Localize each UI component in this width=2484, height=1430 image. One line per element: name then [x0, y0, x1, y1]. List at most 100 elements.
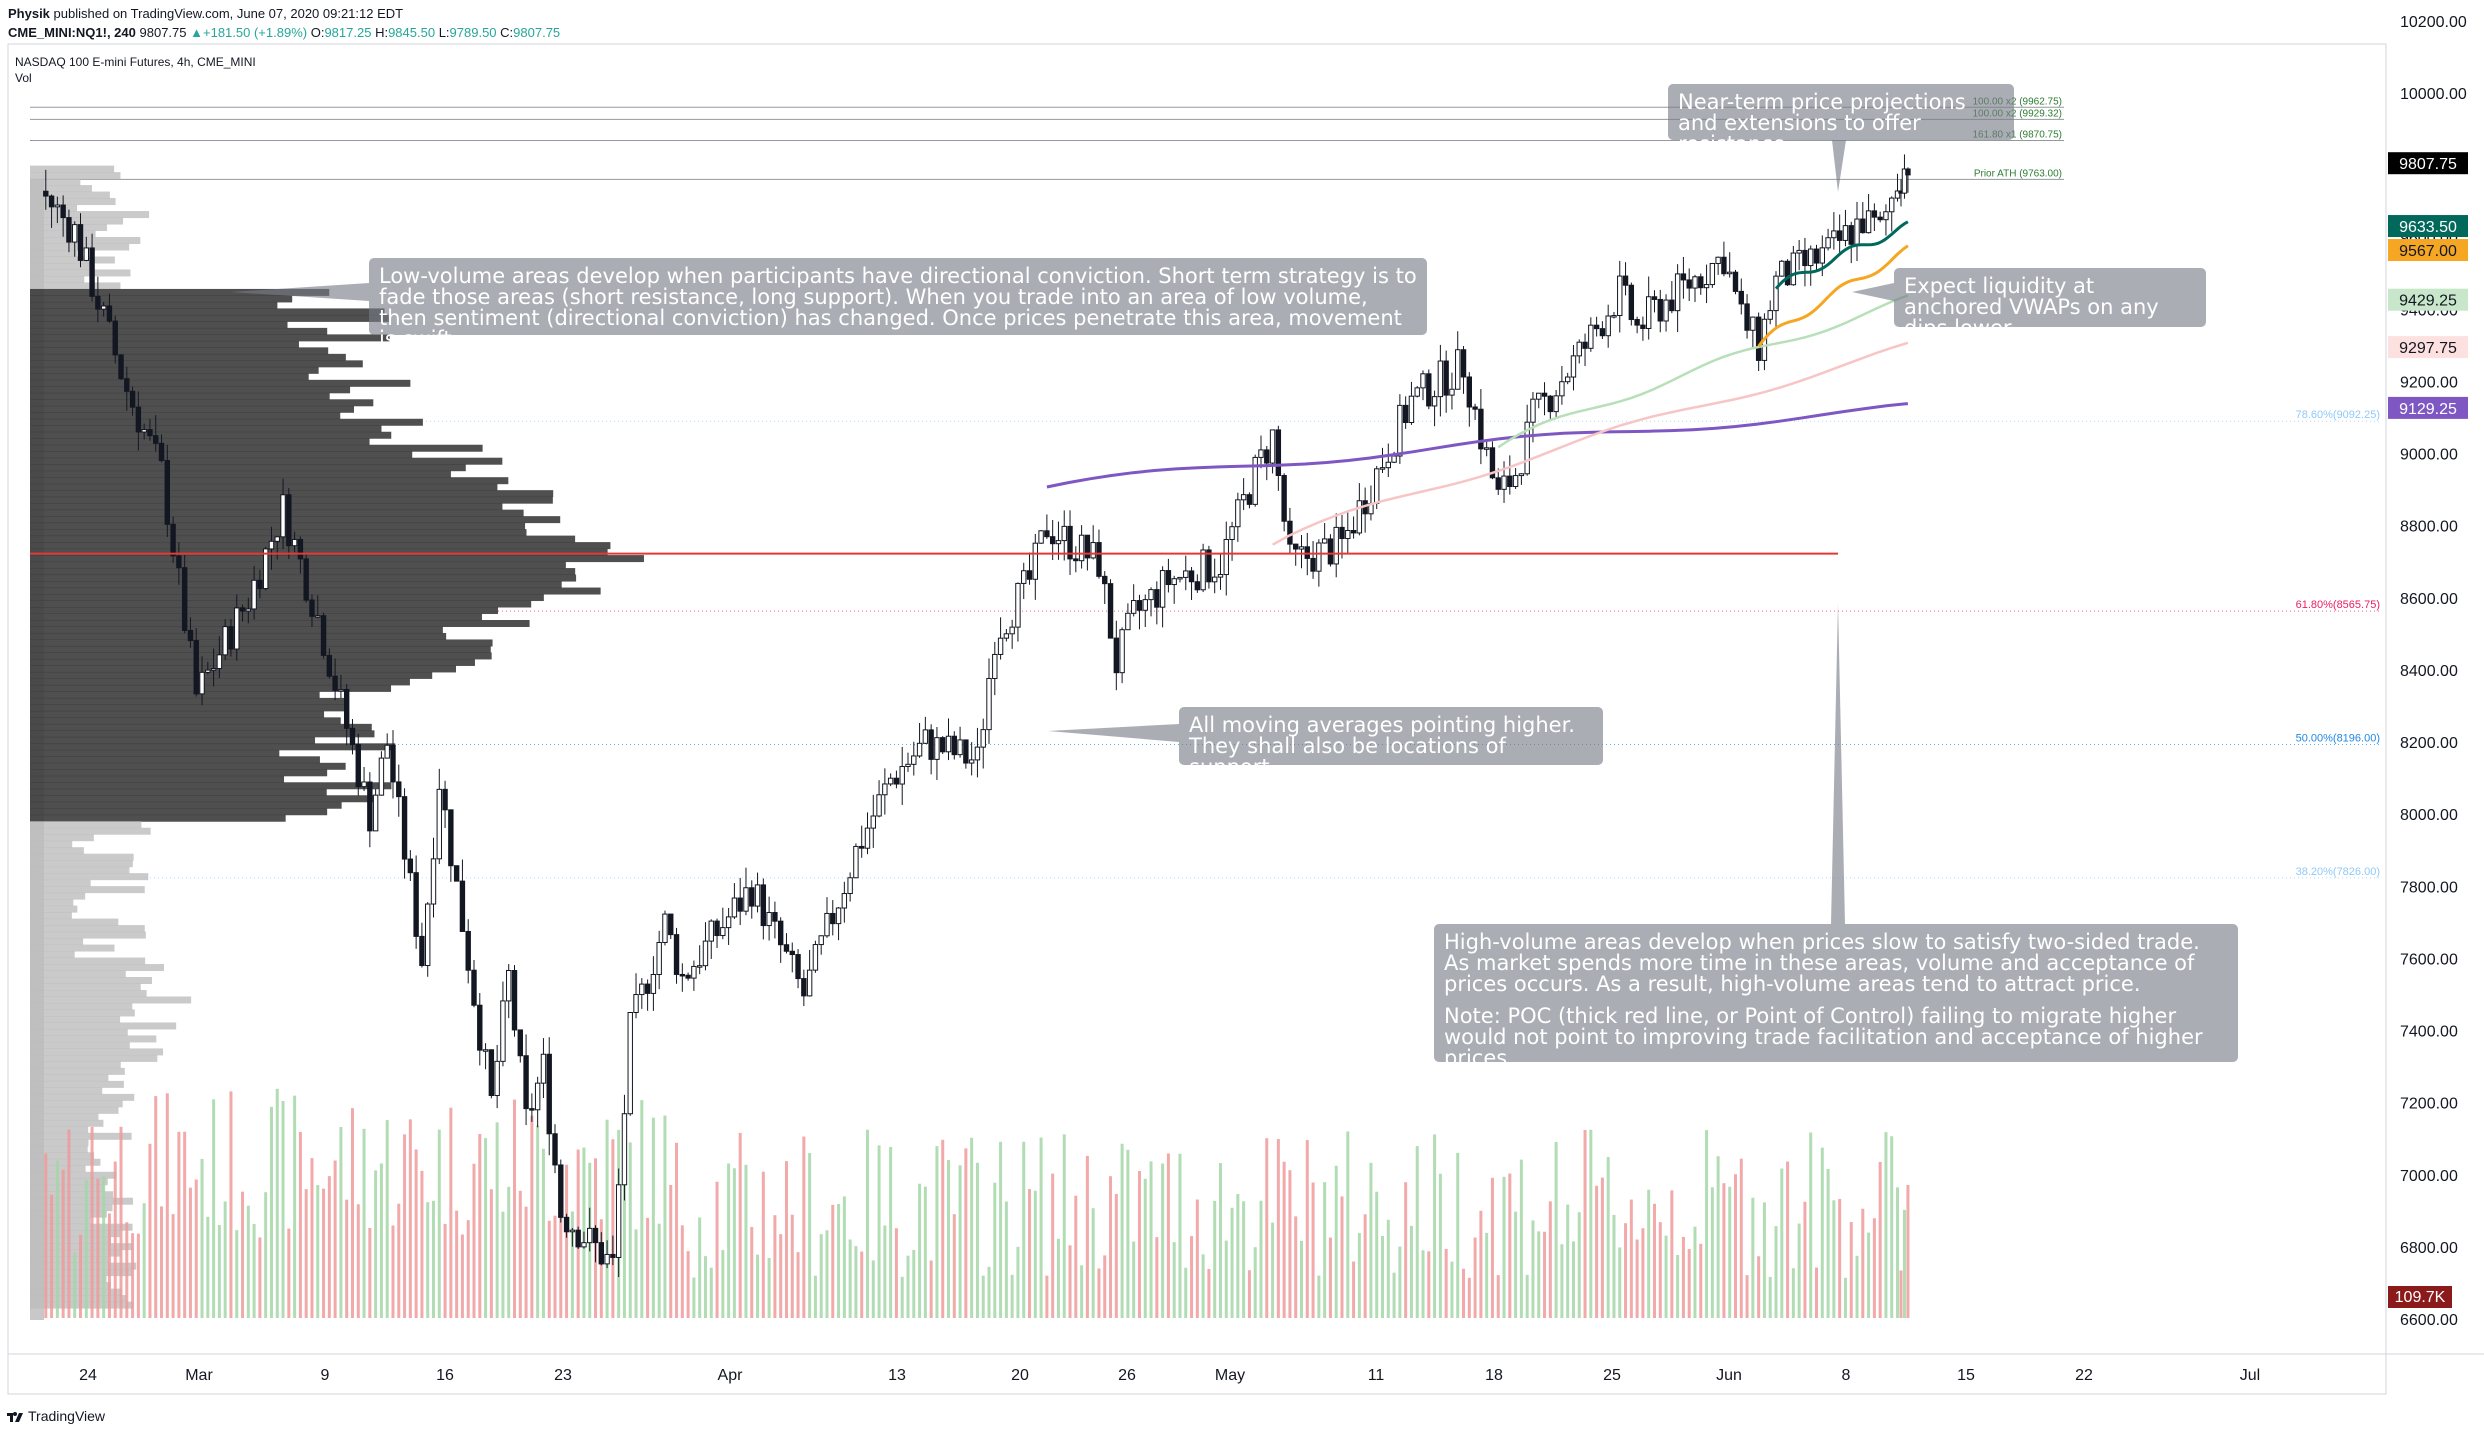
profile-bar	[30, 1119, 104, 1127]
candle-body	[830, 912, 836, 925]
volume-bar	[958, 1165, 962, 1318]
candle-body	[262, 548, 269, 590]
volume-bar	[1103, 1255, 1107, 1318]
volume-bar	[217, 1225, 221, 1318]
candle-body	[1860, 218, 1866, 234]
profile-bar	[30, 373, 309, 381]
volume-bar	[941, 1139, 945, 1318]
volume-bar	[431, 1200, 435, 1318]
profile-bar	[30, 405, 354, 413]
candle-body	[997, 637, 1004, 655]
volume-bar	[894, 1228, 898, 1318]
projection-level-label: Prior ATH (9763.00)	[1974, 168, 2062, 179]
candle-body	[355, 743, 361, 788]
candle-body	[1049, 536, 1056, 545]
volume-bar	[605, 1119, 609, 1318]
volume-bar	[1172, 1242, 1176, 1318]
candle-body	[610, 1253, 616, 1258]
profile-bar	[30, 249, 77, 257]
candle-body	[1310, 557, 1316, 572]
candle-body	[1634, 319, 1640, 326]
profile-bar	[30, 1080, 124, 1088]
volume-bar	[675, 1142, 679, 1318]
candle-body	[754, 884, 761, 907]
volume-bar	[1485, 1232, 1489, 1318]
candle-body	[743, 887, 749, 912]
candle-body	[864, 827, 871, 849]
volume-bar	[1652, 1203, 1656, 1318]
volume-bar	[304, 1189, 308, 1318]
candle-body	[164, 460, 171, 525]
time-tick-label: Jun	[1716, 1367, 1742, 1384]
profile-bar	[30, 710, 325, 718]
candle-body	[1727, 271, 1733, 275]
volume-bar	[275, 1088, 279, 1318]
volume-bar	[738, 1132, 742, 1318]
volume-bar	[634, 1229, 638, 1318]
candle-body	[795, 954, 801, 980]
tradingview-icon	[7, 1412, 23, 1422]
volume-bar	[553, 1215, 557, 1318]
candle-body	[430, 858, 437, 905]
ohlc-line: CME_MINI:NQ1!, 240 9807.75 ▲+181.50 (+1.…	[8, 23, 560, 42]
low-volume-pointer	[230, 283, 369, 301]
profile-bar	[30, 1217, 91, 1225]
candle-body	[899, 766, 905, 785]
candle-body	[1628, 284, 1635, 321]
candle-body	[720, 927, 726, 937]
profile-bar	[30, 425, 382, 433]
volume-bar	[1890, 1136, 1894, 1318]
candle-body	[1905, 168, 1911, 176]
volume-bar	[1010, 1274, 1014, 1318]
candle-body	[199, 671, 205, 695]
candle-body	[1281, 474, 1287, 522]
volume-bar	[1786, 1161, 1790, 1318]
volume-bar	[1282, 1161, 1286, 1318]
profile-bar	[30, 1100, 123, 1108]
price-tick-label: 8600.00	[2400, 591, 2458, 608]
volume-bar	[287, 1228, 291, 1318]
note-moving-averages-text: All moving averages pointing higher. The…	[1189, 713, 1575, 779]
profile-bar	[30, 951, 75, 959]
candle-body	[1703, 284, 1710, 289]
volume-bar	[316, 1185, 320, 1318]
volume-bar	[1097, 1268, 1101, 1318]
profile-bar	[30, 613, 482, 621]
volume-bar	[1710, 1187, 1714, 1318]
price-scale-label-bg	[2388, 152, 2468, 175]
volume-bar	[229, 1091, 233, 1318]
volume-bar	[1346, 1131, 1350, 1318]
author-name[interactable]: Physik	[8, 6, 50, 21]
volume-bar	[669, 1184, 673, 1318]
moving-average-line	[1774, 220, 1909, 290]
volume-bar	[570, 1211, 574, 1318]
volume-bar	[1392, 1272, 1396, 1318]
candle-body	[1119, 629, 1125, 674]
volume-bar	[1311, 1182, 1315, 1318]
candle-body	[1437, 360, 1444, 398]
volume-bar	[1265, 1138, 1269, 1318]
note-high-volume-text-1: High-volume areas develop when prices sl…	[1444, 930, 2200, 996]
volume-bar	[1554, 1141, 1558, 1318]
volume-bar	[536, 1125, 540, 1318]
volume-bar	[1016, 1246, 1020, 1318]
volume-bar	[1004, 1201, 1008, 1318]
candle-body	[806, 969, 813, 997]
time-tick-label: 16	[436, 1367, 454, 1384]
profile-bar	[30, 697, 349, 705]
candle-body	[1755, 316, 1762, 361]
profile-bar	[30, 178, 81, 186]
profile-bar	[30, 931, 146, 939]
candle-body	[436, 788, 442, 860]
volume-bar	[1577, 1212, 1581, 1318]
candle-body	[847, 877, 853, 895]
candle-body	[1599, 328, 1606, 337]
volume-bar	[1433, 1134, 1437, 1318]
volume-bar	[484, 1138, 488, 1318]
projections-pointer	[1832, 140, 1846, 192]
chart-header: Physik published on TradingView.com, Jun…	[8, 4, 560, 42]
volume-bar	[1438, 1173, 1442, 1318]
tradingview-logo[interactable]: TradingView	[6, 1408, 105, 1424]
profile-bar	[30, 386, 351, 394]
